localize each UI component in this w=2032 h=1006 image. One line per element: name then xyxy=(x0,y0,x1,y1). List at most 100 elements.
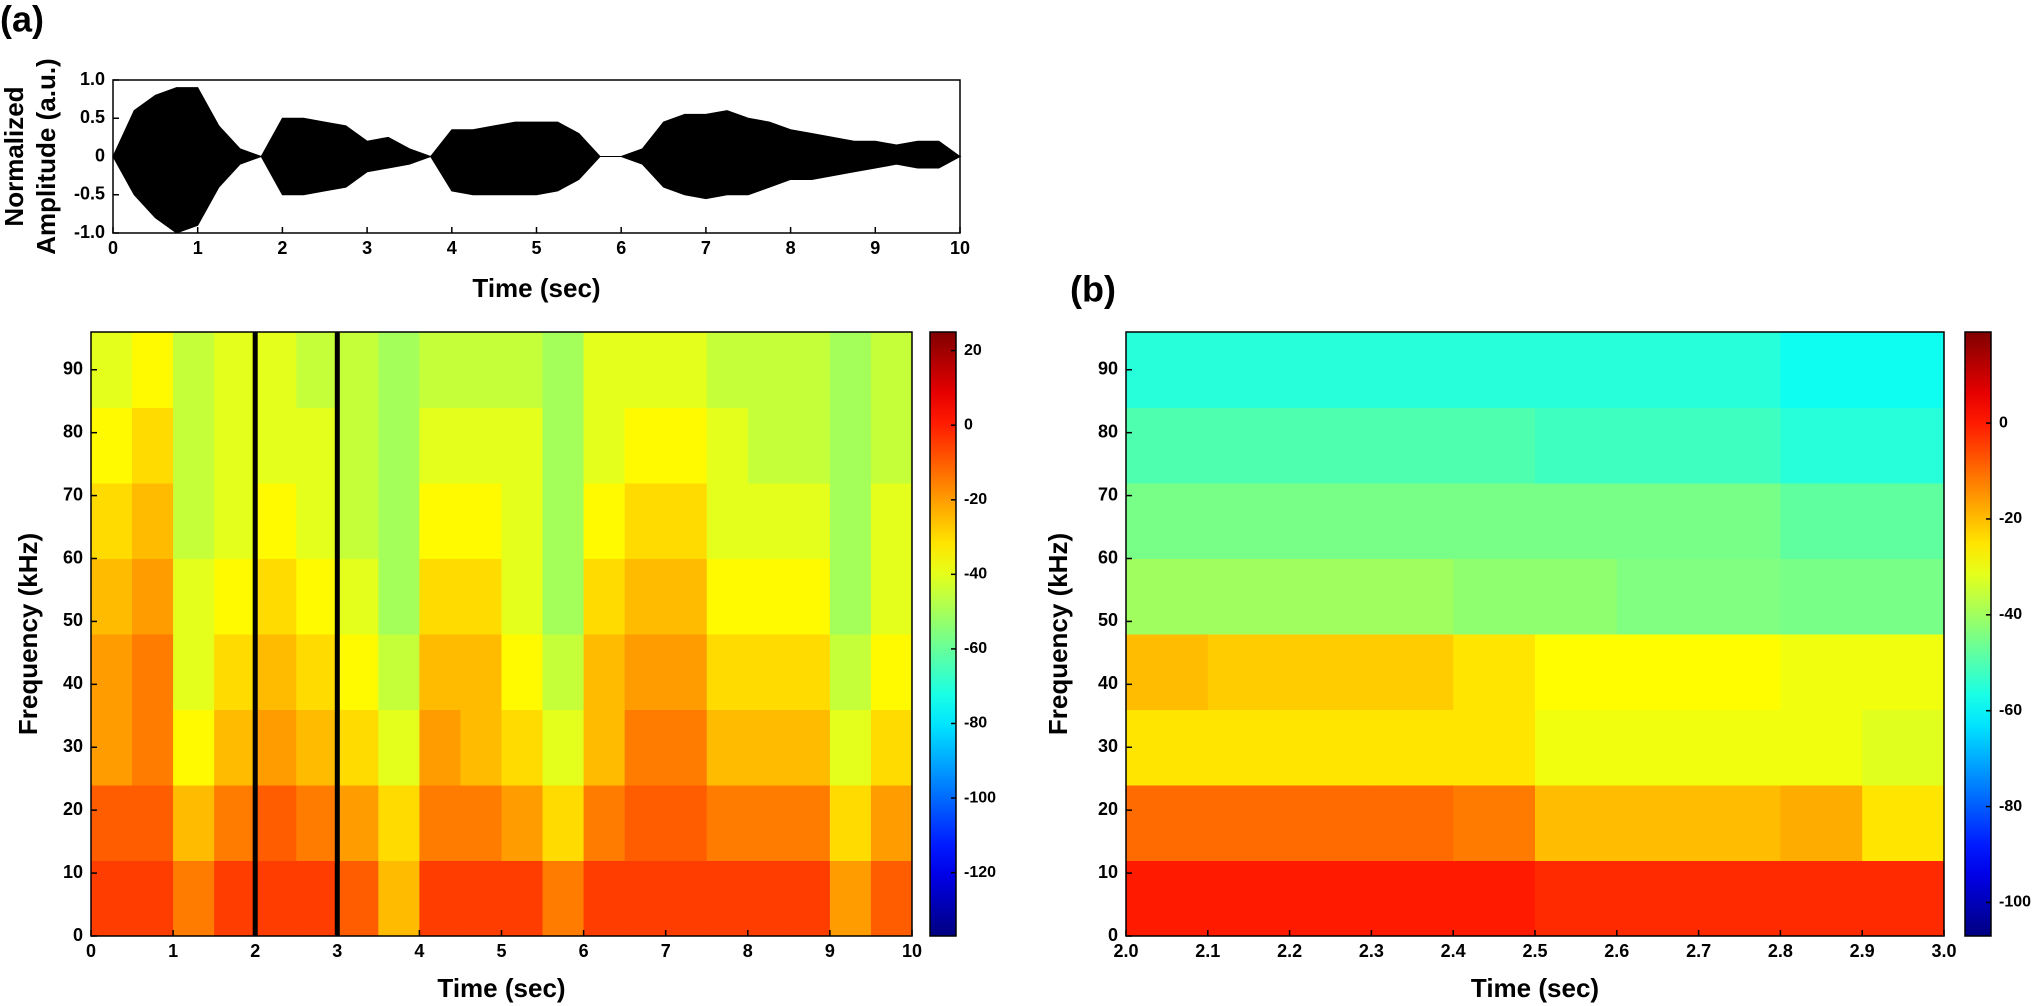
spectrogram-cell xyxy=(1126,558,1209,635)
y-tick-label: 10 xyxy=(63,862,83,882)
x-tick-label: 2.8 xyxy=(1768,941,1793,961)
x-tick-label: 4 xyxy=(414,941,424,961)
spectrogram-cell xyxy=(1862,709,1945,786)
spectrogram-cell xyxy=(255,407,297,484)
spectrogram-cell xyxy=(460,483,502,559)
spectrogram-cell xyxy=(1126,332,1209,408)
spectrogram-cell xyxy=(1862,558,1945,635)
colorbar-tick-label: -120 xyxy=(964,864,996,881)
colorbar-tick-label: -80 xyxy=(1999,798,2022,815)
spectrogram-cell xyxy=(870,634,913,710)
spectrogram-cell xyxy=(1453,785,1536,861)
x-tick-label: 2.3 xyxy=(1359,941,1384,961)
spectrogram-cell xyxy=(1862,483,1945,559)
spectrogram-cell xyxy=(1371,860,1454,937)
spectrogram-cell xyxy=(665,558,708,635)
x-tick-label: 2 xyxy=(250,941,260,961)
spectrogram-cell xyxy=(747,709,790,786)
y-axis-label: Amplitude (a.u.) xyxy=(31,58,61,254)
spectrogram-cell xyxy=(542,483,585,559)
y-tick-label: 80 xyxy=(63,421,83,441)
spectrogram-cell xyxy=(501,483,544,559)
spectrogram-cell xyxy=(173,709,215,786)
spectrogram-cell xyxy=(788,558,831,635)
spectrogram-cell xyxy=(583,860,626,937)
y-tick-label: 0 xyxy=(95,145,105,165)
spectrogram-cell xyxy=(706,483,749,559)
spectrogram-cell xyxy=(337,483,379,559)
spectrogram-cell xyxy=(1207,634,1291,710)
spectrogram-cell xyxy=(665,634,708,710)
spectrogram-cell xyxy=(1289,483,1372,559)
spectrogram-cell xyxy=(91,407,133,484)
spectrogram-cell xyxy=(1698,785,1781,861)
spectrogram-cell xyxy=(1289,860,1372,937)
spectrogram-cell xyxy=(870,785,913,861)
spectrogram-cell xyxy=(173,785,215,861)
y-tick-label: 80 xyxy=(1098,421,1118,441)
spectrogram-cell xyxy=(1780,634,1863,710)
spectrogram-cell xyxy=(214,860,256,937)
y-tick-label: 0 xyxy=(1108,925,1118,945)
spectrogram-cell xyxy=(747,558,790,635)
spectrogram-cell xyxy=(419,483,461,559)
spectrogram-cell xyxy=(542,558,585,635)
spectrogram-cell xyxy=(1698,709,1781,786)
y-axis-label: Normalized xyxy=(0,86,29,226)
spectrogram-cell xyxy=(1207,860,1291,937)
spectrogram-cell xyxy=(1535,332,1618,408)
spectrogram-cell xyxy=(829,709,872,786)
spectrogram-cell xyxy=(665,860,708,937)
spectrogram-cell xyxy=(542,634,585,710)
colorbar-tick-label: -40 xyxy=(1999,606,2022,623)
spectrogram-cell xyxy=(1535,785,1618,861)
spectrogram-cell xyxy=(542,785,585,861)
spectrogram-cell xyxy=(1453,709,1536,786)
spectrogram-cell xyxy=(624,407,667,484)
spectrogram-cell xyxy=(870,407,913,484)
spectrogram-cell xyxy=(91,709,133,786)
spectrogram-cell xyxy=(501,634,544,710)
y-tick-label: 0 xyxy=(73,925,83,945)
x-tick-label: 1 xyxy=(168,941,178,961)
spectrogram-cell xyxy=(870,558,913,635)
y-tick-label: 60 xyxy=(63,547,83,567)
spectrogram-cell xyxy=(583,483,626,559)
spectrogram-cell xyxy=(665,332,708,408)
spectrogram-cell xyxy=(1535,558,1618,635)
x-tick-label: 1 xyxy=(193,238,203,258)
spectrogram-cell xyxy=(255,785,297,861)
x-tick-label: 7 xyxy=(661,941,671,961)
spectrogram-cell xyxy=(173,483,215,559)
x-tick-label: 5 xyxy=(531,238,541,258)
spectrogram-cell xyxy=(1780,709,1863,786)
spectrogram-cell xyxy=(132,483,174,559)
spectrogram-cell xyxy=(296,785,338,861)
spectrogram-cell xyxy=(1207,483,1291,559)
spectrogram-cell xyxy=(378,785,420,861)
spectrogram-cell xyxy=(706,558,749,635)
spectrogram-cell xyxy=(132,407,174,484)
spectrogram-cell xyxy=(1616,558,1700,635)
spectrogram-cell xyxy=(214,483,256,559)
spectrogram-cell xyxy=(501,407,544,484)
spectrogram-cell xyxy=(337,860,379,937)
spectrogram-cell xyxy=(419,709,461,786)
y-tick-label: -1.0 xyxy=(74,222,105,242)
spectrogram-cell xyxy=(1453,407,1536,484)
x-tick-label: 2.2 xyxy=(1277,941,1302,961)
spectrogram-cell xyxy=(583,785,626,861)
spectrogram-cell xyxy=(665,407,708,484)
spectrogram-cell xyxy=(788,709,831,786)
spectrogram-cell xyxy=(870,483,913,559)
colorbar-tick-label: -60 xyxy=(964,640,987,657)
colorbar-tick-label: -100 xyxy=(964,789,996,806)
spectrogram-cell xyxy=(1371,483,1454,559)
spectrogram-cell xyxy=(501,860,544,937)
spectrogram-cell xyxy=(542,332,585,408)
spectrogram-cell xyxy=(1535,483,1618,559)
colorbar-tick-label: -40 xyxy=(964,566,987,583)
spectrogram-cell xyxy=(788,860,831,937)
colorbar-tick-label: -80 xyxy=(964,715,987,732)
